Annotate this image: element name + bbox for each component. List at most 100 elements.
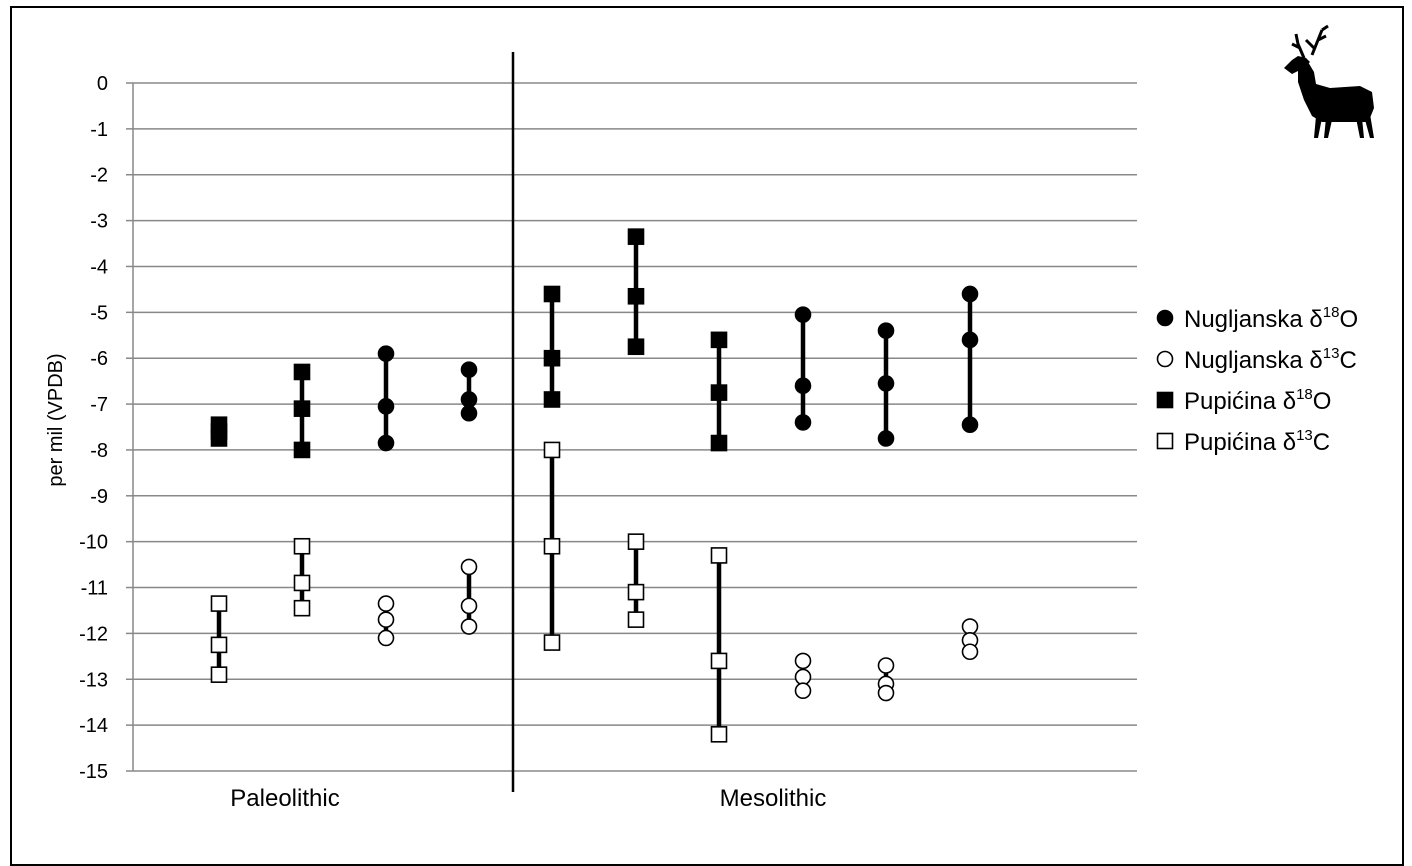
data-group <box>377 345 395 452</box>
data-point <box>794 668 812 686</box>
data-point <box>293 537 311 555</box>
y-tick-label: -4 <box>90 256 108 278</box>
data-point <box>293 574 311 592</box>
data-group <box>794 306 812 431</box>
data-point <box>794 306 812 323</box>
y-tick-label: -6 <box>90 348 108 370</box>
data-point <box>543 349 561 367</box>
data-group <box>293 363 311 459</box>
category-label-mesolithic: Mesolithic <box>720 785 827 812</box>
data-point <box>543 391 561 408</box>
data-point <box>460 404 478 422</box>
data-point <box>961 416 979 434</box>
data-point <box>794 414 812 431</box>
data-group <box>460 558 478 635</box>
legend: Nugljanska δ18O Nugljanska δ13C Pupićina δ… <box>1156 304 1358 456</box>
data-group <box>710 331 728 452</box>
data-point <box>710 726 728 743</box>
y-tick-label: -10 <box>79 532 108 554</box>
legend-label: Pupićina δ13C <box>1184 427 1330 456</box>
data-point <box>961 618 979 635</box>
legend-label: Nugljanska δ13C <box>1184 345 1357 374</box>
data-group <box>210 595 228 683</box>
y-axis-label: per mil (VPDB) <box>45 353 67 486</box>
data-point <box>377 398 395 415</box>
data-point <box>460 558 478 576</box>
data-point <box>460 361 478 378</box>
data-point <box>293 441 311 459</box>
data-point <box>877 430 895 447</box>
data-point <box>961 643 979 661</box>
data-point <box>460 391 478 408</box>
data-point <box>794 652 812 670</box>
y-tick-label: 0 <box>97 73 108 95</box>
y-tick-label: -12 <box>79 623 108 645</box>
data-point <box>627 287 645 305</box>
data-point <box>710 434 728 452</box>
data-point <box>627 228 645 245</box>
data-group <box>627 228 645 356</box>
data-point <box>210 666 228 683</box>
data-point <box>293 599 311 617</box>
data-point <box>794 682 812 700</box>
y-tick-label: -5 <box>90 302 108 324</box>
data-point <box>460 597 478 615</box>
y-axis-ticks: 0 -1 -2 -3 -4 -5 -6 -7 -8 -9 -10 -11 -12 -13 -14 -15 <box>79 73 108 783</box>
data-point <box>877 322 895 339</box>
data-marks <box>210 228 979 743</box>
legend-label: Nugljanska δ18O <box>1184 304 1358 333</box>
legend-marker <box>1156 350 1174 368</box>
data-point <box>627 338 645 356</box>
gridlines <box>126 82 1137 772</box>
data-point <box>377 434 395 452</box>
data-group <box>210 416 228 447</box>
y-tick-label: -3 <box>90 211 108 233</box>
data-point <box>210 430 228 447</box>
data-point <box>710 384 728 401</box>
y-tick-label: -2 <box>90 165 108 187</box>
data-point <box>627 533 645 550</box>
y-tick-label: -13 <box>79 669 108 691</box>
deer-silhouette-icon <box>1284 24 1374 138</box>
y-tick-label: -14 <box>79 715 108 737</box>
y-tick-label: -9 <box>90 486 108 508</box>
data-point <box>794 377 812 395</box>
data-point <box>377 629 395 647</box>
legend-marker <box>1156 309 1174 327</box>
legend-label: Pupićina δ18O <box>1184 386 1331 415</box>
data-point <box>543 285 561 303</box>
data-point <box>961 331 979 349</box>
category-label-paleolithic: Paleolithic <box>230 785 339 812</box>
data-group <box>794 652 812 700</box>
data-group <box>627 533 645 628</box>
data-point <box>961 285 979 303</box>
data-point <box>543 537 561 555</box>
data-group <box>877 657 895 702</box>
y-tick-label: -11 <box>81 578 108 600</box>
data-point <box>627 583 645 601</box>
data-group <box>961 618 979 661</box>
data-point <box>543 441 561 459</box>
data-point <box>710 652 728 670</box>
data-point <box>710 331 728 349</box>
data-point <box>877 684 895 702</box>
data-group <box>293 537 311 617</box>
data-group <box>377 595 395 647</box>
data-point <box>377 595 395 612</box>
data-group <box>543 285 561 408</box>
y-tick-label: -7 <box>90 394 108 416</box>
y-tick-label: -1 <box>90 119 108 141</box>
data-point <box>877 375 895 392</box>
data-point <box>293 400 311 417</box>
data-point <box>377 611 395 628</box>
data-group <box>543 441 561 651</box>
data-point <box>460 618 478 635</box>
data-group <box>877 322 895 447</box>
data-point <box>293 363 311 381</box>
y-tick-label: -15 <box>79 761 108 783</box>
data-group <box>710 547 728 743</box>
y-tick-label: -8 <box>90 440 108 462</box>
data-group <box>460 361 478 422</box>
data-point <box>210 595 228 612</box>
